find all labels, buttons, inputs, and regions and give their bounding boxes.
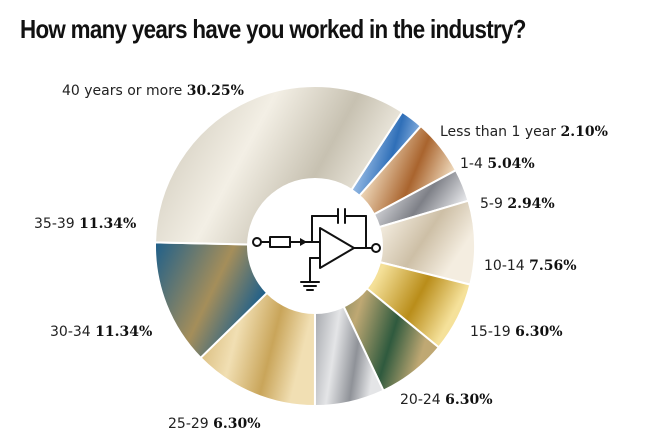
slice-label-name: 10-14 bbox=[484, 258, 529, 274]
slice-label-value: 6.30% bbox=[445, 392, 492, 408]
slice-label: 30-34 11.34% bbox=[50, 324, 152, 340]
slice-label: 15-19 6.30% bbox=[470, 324, 563, 340]
slice-label-value: 6.30% bbox=[515, 324, 562, 340]
slice-label-value: 11.34% bbox=[95, 324, 152, 340]
chart-title: How many years have you worked in the in… bbox=[20, 14, 526, 44]
slice-label-value: 6.30% bbox=[213, 416, 260, 432]
slice-label-name: 25-29 bbox=[168, 416, 213, 432]
slice-label-value: 2.10% bbox=[561, 124, 608, 140]
op-amp-integrator-circuit-icon bbox=[252, 208, 381, 291]
slice-label: Less than 1 year 2.10% bbox=[440, 124, 608, 140]
slice-label-name: 35-39 bbox=[34, 216, 79, 232]
slice-label-name: 30-34 bbox=[50, 324, 95, 340]
slice-label: 25-29 6.30% bbox=[168, 416, 261, 432]
pie-slice bbox=[311, 199, 476, 286]
slice-label: 20-24 6.30% bbox=[400, 392, 493, 408]
donut-hole bbox=[247, 178, 383, 314]
slice-label-value: 11.34% bbox=[79, 216, 136, 232]
slice-label: 40 years or more 30.25% bbox=[62, 83, 244, 99]
slice-label-name: Less than 1 year bbox=[440, 124, 561, 140]
slice-label-value: 7.56% bbox=[529, 258, 576, 274]
slice-label-value: 2.94% bbox=[507, 196, 554, 212]
slice-label-name: 20-24 bbox=[400, 392, 445, 408]
slice-label-name: 40 years or more bbox=[62, 83, 187, 99]
slice-label-name: 15-19 bbox=[470, 324, 515, 340]
slice-label-name: 1-4 bbox=[460, 156, 487, 172]
slice-label: 10-14 7.56% bbox=[484, 258, 577, 274]
slice-label: 1-4 5.04% bbox=[460, 156, 535, 172]
labels-layer: Less than 1 year 2.10% 1-4 5.04% 5-9 2.94%… bbox=[34, 83, 608, 432]
slice-label: 5-9 2.94% bbox=[480, 196, 555, 212]
slice-label: 35-39 11.34% bbox=[34, 216, 136, 232]
slice-label-value: 30.25% bbox=[187, 83, 244, 99]
slice-label-value: 5.04% bbox=[487, 156, 534, 172]
slice-label-name: 5-9 bbox=[480, 196, 507, 212]
